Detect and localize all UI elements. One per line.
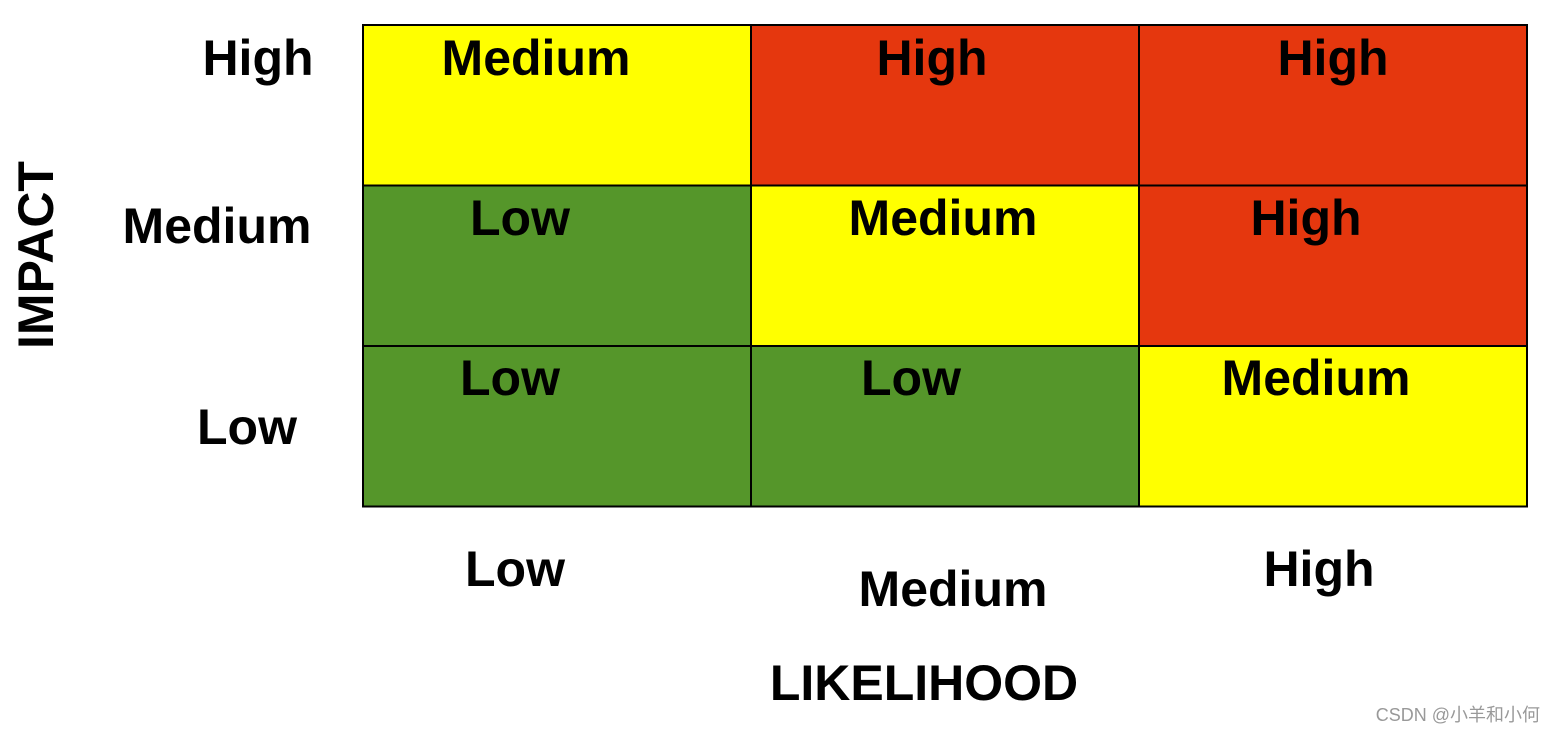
y-label: Medium xyxy=(123,198,312,254)
y-label: High xyxy=(202,30,313,86)
cell-label: Medium xyxy=(442,30,631,86)
cell-label: Medium xyxy=(849,190,1038,246)
matrix-cell xyxy=(362,345,752,508)
matrix-cell xyxy=(362,24,752,187)
cell-label: High xyxy=(1250,190,1361,246)
x-label: High xyxy=(1263,541,1374,597)
cell-label: Low xyxy=(861,350,961,406)
matrix-cell xyxy=(750,24,1140,187)
matrix-cell xyxy=(1138,24,1528,187)
matrix-cell xyxy=(750,345,1140,508)
cell-label: Low xyxy=(460,350,560,406)
x-label: Low xyxy=(465,541,565,597)
matrix-cell xyxy=(362,184,752,347)
x-axis-title: LIKELIHOOD xyxy=(770,655,1078,711)
cell-label: Low xyxy=(470,190,570,246)
y-axis-title: IMPACT xyxy=(8,161,64,349)
cell-label: High xyxy=(876,30,987,86)
cell-label: High xyxy=(1277,30,1388,86)
cell-label: Medium xyxy=(1222,350,1411,406)
y-label: Low xyxy=(197,399,297,455)
x-label: Medium xyxy=(859,561,1048,617)
matrix-cell xyxy=(1138,345,1528,508)
matrix-cell xyxy=(750,184,1140,347)
watermark: CSDN @小羊和小何 xyxy=(1376,705,1540,725)
matrix-cell xyxy=(1138,184,1528,347)
